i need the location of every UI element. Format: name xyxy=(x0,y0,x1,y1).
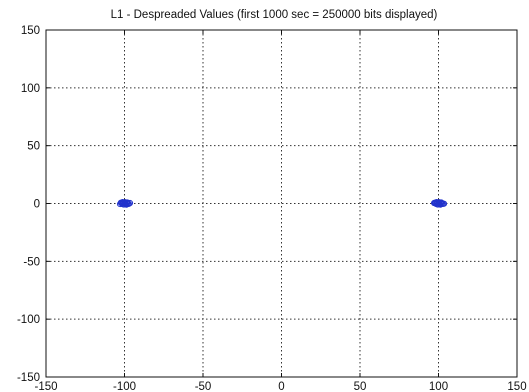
chart-title: L1 - Despreaded Values (first 1000 sec =… xyxy=(111,9,438,21)
data-point xyxy=(122,200,129,207)
y-tick-label: 50 xyxy=(27,141,40,153)
x-tick-label: -150 xyxy=(34,381,57,392)
data-point xyxy=(438,199,445,206)
data-point xyxy=(434,199,441,206)
x-tick-label: 100 xyxy=(429,381,448,392)
x-tick-label: -100 xyxy=(113,381,136,392)
data-point xyxy=(125,200,132,207)
data-point xyxy=(120,199,127,206)
y-tick-label: -150 xyxy=(17,372,40,384)
x-tick-label: -50 xyxy=(195,381,212,392)
data-point xyxy=(117,200,124,208)
y-tick-labels: -150 -100 -50 0 50 100 150 xyxy=(17,25,40,384)
y-tick-label: 150 xyxy=(21,25,40,37)
x-tick-label: 50 xyxy=(354,381,367,392)
x-tick-label: 150 xyxy=(507,381,526,392)
plot-frame xyxy=(45,29,518,378)
y-tick-label: -100 xyxy=(17,314,40,326)
y-tick-label: 0 xyxy=(34,199,40,211)
data-point xyxy=(436,200,443,207)
data-point xyxy=(126,199,134,207)
data-point xyxy=(124,199,131,206)
x-tick-label: 0 xyxy=(278,381,284,392)
y-tick-label: -50 xyxy=(23,256,40,268)
y-tick-label: 100 xyxy=(21,83,40,95)
data-points xyxy=(117,199,448,208)
x-tick-labels: -150 -100 -50 0 50 100 150 xyxy=(34,381,526,392)
